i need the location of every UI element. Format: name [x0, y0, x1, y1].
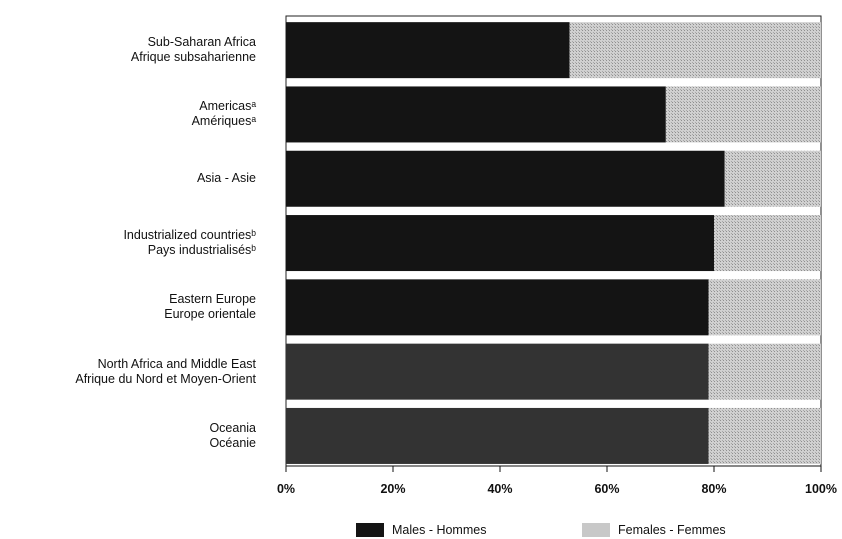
- bar-males-6: [286, 407, 709, 464]
- x-tick-label: 80%: [701, 482, 726, 496]
- category-label-line: Océanie: [209, 435, 256, 450]
- x-tick-label: 40%: [487, 482, 512, 496]
- category-label-line: Americasᵃ: [199, 99, 256, 114]
- category-label-line: Afrique du Nord et Moyen-Orient: [75, 371, 256, 386]
- legend-swatch-males: [356, 523, 384, 537]
- bar-females-0: [569, 22, 821, 79]
- category-label-0: Sub-Saharan Africa Afrique subsaharienne: [0, 35, 256, 65]
- legend-label-males: Males - Hommes: [392, 523, 487, 537]
- category-label-line: Industrialized countriesᵇ: [123, 228, 256, 243]
- category-label-6: Oceania Océanie: [0, 421, 256, 451]
- x-tick-label: 100%: [805, 482, 837, 496]
- category-label-3: Industrialized countriesᵇ Pays industrial…: [0, 228, 256, 258]
- bar-males-4: [286, 279, 709, 336]
- legend-swatch-females: [582, 523, 610, 537]
- x-tick-label: 20%: [380, 482, 405, 496]
- bar-males-0: [286, 22, 570, 79]
- legend-item-males: Males - Hommes: [356, 522, 486, 538]
- category-label-line: North Africa and Middle East: [97, 356, 256, 371]
- bar-females-4: [708, 279, 821, 336]
- bar-females-5: [708, 343, 821, 400]
- legend-label-females: Females - Femmes: [618, 523, 726, 537]
- category-label-line: Afrique subsaharienne: [130, 50, 256, 65]
- category-label-line: Asia - Asie: [196, 171, 256, 186]
- category-label-line: Eastern Europe: [169, 292, 256, 307]
- bars-group: [286, 22, 821, 464]
- category-label-4: Eastern Europe Europe orientale: [0, 292, 256, 322]
- bar-males-5: [286, 343, 709, 400]
- category-label-2: Asia - Asie: [0, 171, 256, 186]
- bar-males-1: [286, 86, 666, 143]
- category-label-line: Oceania: [209, 420, 256, 435]
- category-label-line: Pays industrialisésᵇ: [147, 243, 256, 258]
- bar-females-1: [665, 86, 821, 143]
- x-tick-label: 60%: [594, 482, 619, 496]
- legend-item-females: Females - Femmes: [582, 522, 726, 538]
- category-label-1: Americasᵃ Amériquesᵃ: [0, 99, 256, 129]
- bar-males-2: [286, 150, 725, 207]
- category-label-line: Europe orientale: [164, 307, 256, 322]
- x-tick-label: 0%: [277, 482, 295, 496]
- bar-females-6: [708, 407, 821, 464]
- category-label-5: North Africa and Middle East Afrique du N…: [0, 357, 256, 387]
- bar-females-3: [714, 215, 821, 272]
- x-ticks-group: 0% 20% 40% 60% 80% 100%: [277, 466, 837, 496]
- category-label-line: Sub-Saharan Africa: [147, 35, 256, 50]
- category-label-line: Amériquesᵃ: [191, 114, 256, 129]
- bar-females-2: [724, 150, 821, 207]
- bar-males-3: [286, 215, 714, 272]
